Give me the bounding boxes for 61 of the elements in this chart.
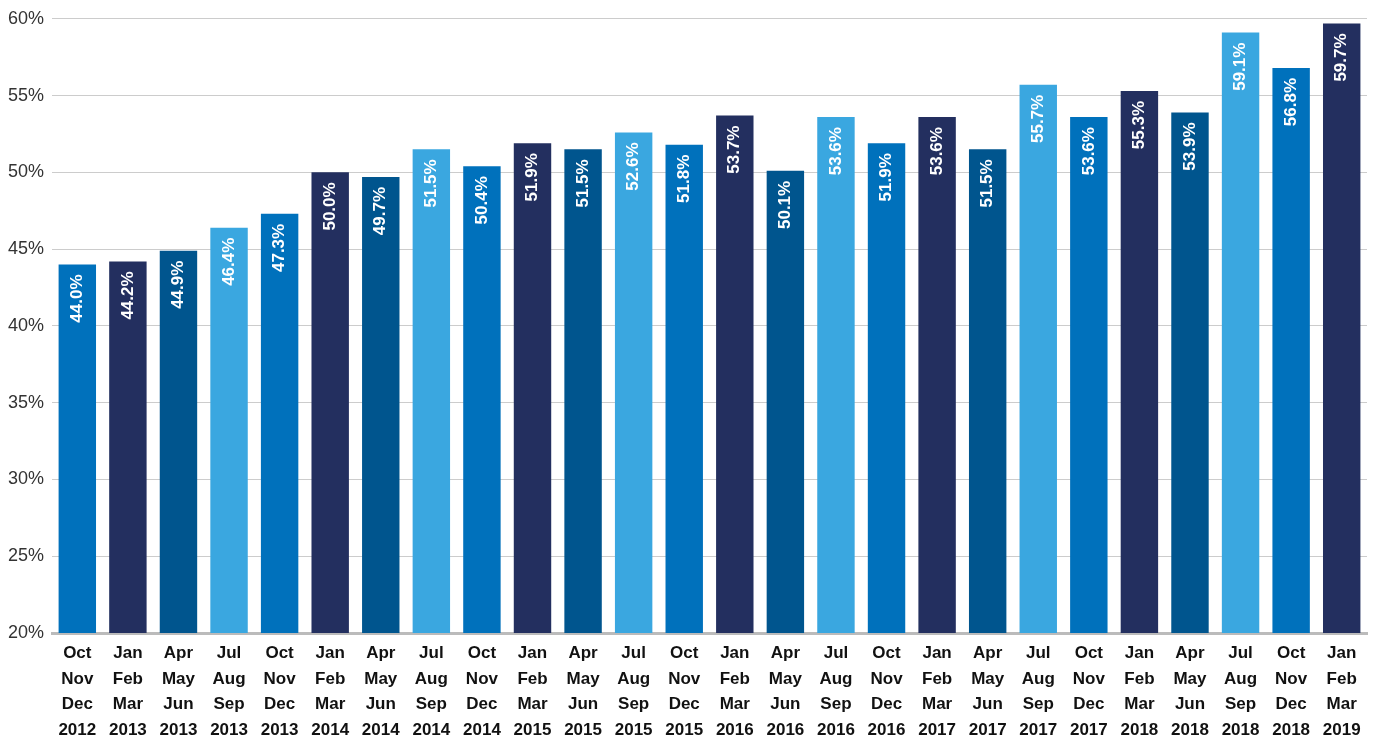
data-label: 59.1%	[1230, 42, 1250, 91]
x-tick-label: Oct Nov Dec 2013	[260, 643, 299, 739]
x-tick-label: Apr May Jun 2018	[1171, 643, 1209, 739]
data-label: 47.3%	[269, 223, 289, 273]
x-tick-label: Oct Nov Dec 2017	[1069, 643, 1108, 739]
y-tick-label: 35%	[8, 391, 45, 412]
x-tick-label: Oct Nov Dec 2016	[867, 643, 906, 739]
data-label: 50.0%	[319, 182, 339, 231]
x-tick-label: Apr May Jun 2016	[766, 643, 805, 739]
data-label: 51.9%	[522, 153, 542, 202]
data-label: 44.0%	[67, 274, 86, 323]
data-label: 46.4%	[218, 237, 238, 286]
x-tick-label: Oct Nov Dec 2015	[665, 643, 704, 739]
x-tick-label: Apr May Jun 2015	[564, 643, 602, 739]
x-tick-label: Oct Nov Dec 2012	[58, 643, 97, 739]
x-tick-label: Jul Aug Sep 2018	[1221, 643, 1260, 739]
x-tick-label: Jan Feb Mar 2019	[1322, 643, 1361, 739]
data-label: 50.4%	[471, 176, 491, 225]
data-label: 49.7%	[370, 186, 390, 236]
data-label: 53.6%	[825, 127, 845, 176]
data-label: 55.7%	[1027, 94, 1047, 144]
x-tick-label: Apr May Jun 2013	[159, 643, 198, 739]
x-tick-label: Oct Nov Dec 2014	[463, 643, 502, 739]
data-label: 56.8%	[1280, 77, 1300, 127]
data-label: 59.7%	[1331, 33, 1351, 82]
x-tick-label: Jan Feb Mar 2017	[918, 643, 957, 739]
data-label: 51.8%	[673, 154, 693, 203]
x-tick-label: Jan Feb Mar 2016	[715, 643, 754, 739]
data-label: 44.9%	[168, 260, 188, 309]
data-label: 53.6%	[1078, 127, 1098, 176]
data-label: 53.6%	[926, 127, 946, 176]
y-tick-label: 40%	[8, 314, 45, 335]
x-tick-label: Jan Feb Mar 2015	[513, 643, 552, 739]
y-tick-label: 20%	[8, 621, 45, 642]
data-label: 55.3%	[1129, 100, 1149, 150]
y-tick-label: 30%	[8, 468, 45, 489]
data-label: 53.7%	[724, 125, 744, 174]
x-tick-label: Apr May Jun 2014	[361, 643, 401, 739]
data-label: 51.5%	[572, 159, 592, 208]
data-label: 51.5%	[421, 159, 441, 208]
x-tick-label: Jul Aug Sep 2013	[210, 643, 248, 739]
data-label: 51.5%	[977, 159, 997, 208]
x-tick-label: Apr May Jun 2017	[968, 643, 1007, 739]
x-tick-label: Jan Feb Mar 2014	[311, 643, 350, 739]
data-label: 51.9%	[876, 153, 896, 202]
x-tick-label: Oct Nov Dec 2018	[1272, 643, 1311, 739]
data-label: 50.1%	[775, 180, 795, 230]
x-tick-label: Jul Aug Sep 2017	[1019, 643, 1058, 739]
x-tick-label: Jul Aug Sep 2015	[614, 643, 653, 739]
y-tick-label: 45%	[8, 238, 45, 259]
y-tick-label: 60%	[8, 7, 45, 28]
data-label: 52.6%	[623, 142, 643, 191]
x-tick-label: Jan Feb Mar 2013	[108, 643, 147, 739]
data-label: 53.9%	[1179, 122, 1199, 171]
y-tick-label: 50%	[8, 161, 45, 182]
data-label: 44.2%	[117, 271, 137, 320]
x-tick-label: Jan Feb Mar 2018	[1120, 643, 1159, 739]
x-tick-label: Jul Aug Sep 2016	[817, 643, 855, 739]
y-tick-label: 55%	[8, 84, 45, 105]
y-tick-label: 25%	[8, 545, 45, 566]
x-tick-label: Jul Aug Sep 2014	[412, 643, 451, 739]
